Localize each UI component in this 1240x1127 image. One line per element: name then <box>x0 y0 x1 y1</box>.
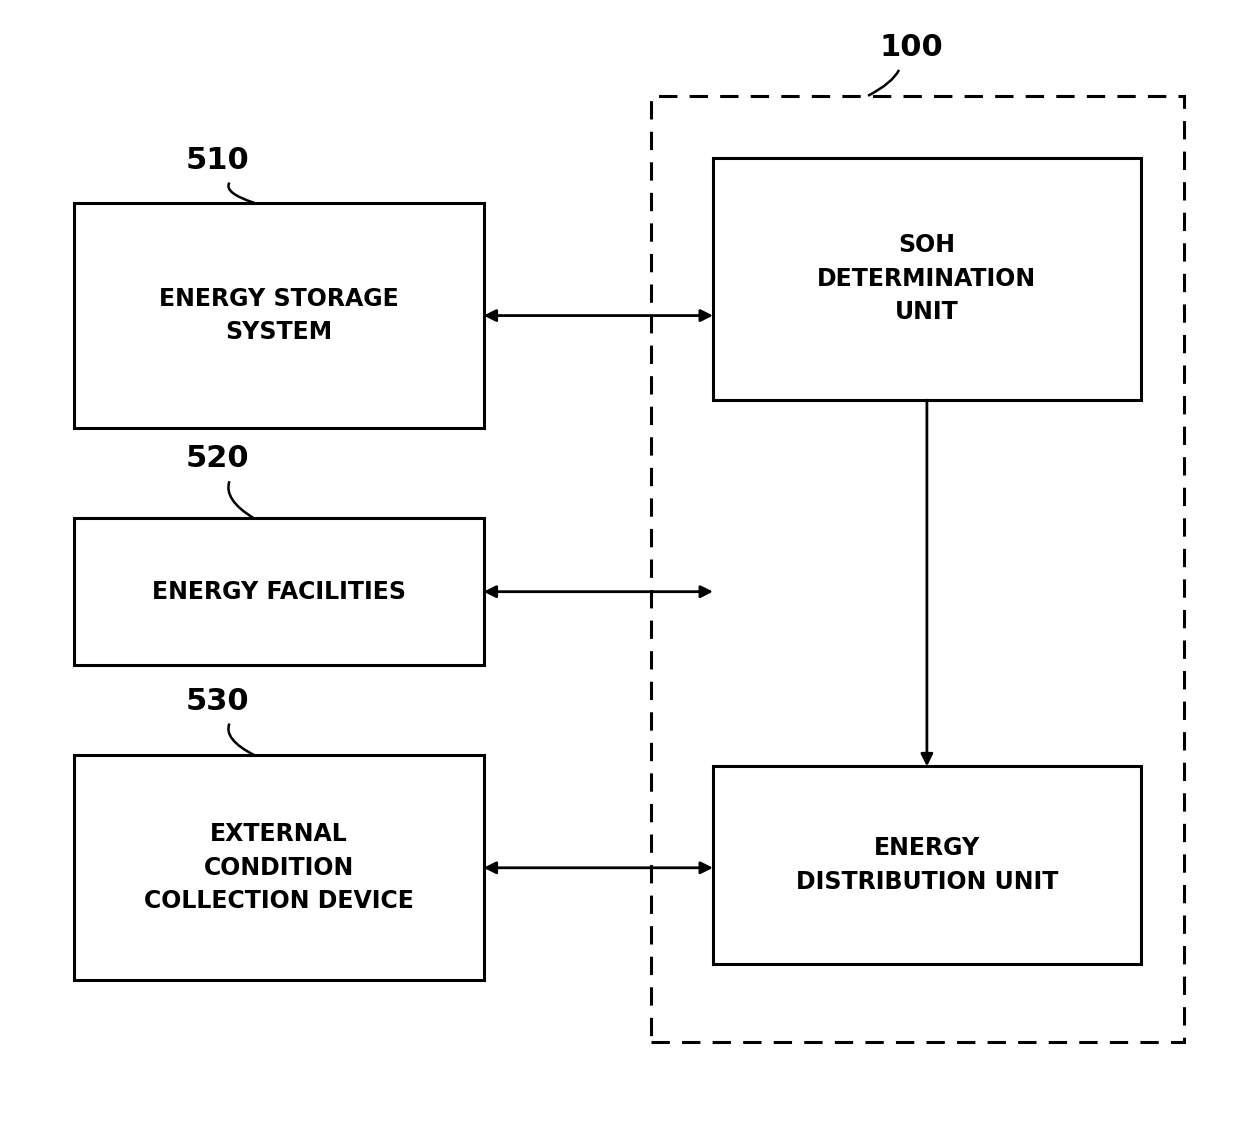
Text: 530: 530 <box>185 686 249 716</box>
Text: ENERGY
DISTRIBUTION UNIT: ENERGY DISTRIBUTION UNIT <box>796 836 1058 894</box>
Text: EXTERNAL
CONDITION
COLLECTION DEVICE: EXTERNAL CONDITION COLLECTION DEVICE <box>144 823 414 913</box>
Bar <box>74 518 484 665</box>
Bar <box>713 158 1141 400</box>
Text: ENERGY STORAGE
SYSTEM: ENERGY STORAGE SYSTEM <box>159 286 399 345</box>
Text: 510: 510 <box>185 145 249 175</box>
Bar <box>713 766 1141 964</box>
Bar <box>651 96 1184 1042</box>
Bar <box>74 755 484 980</box>
Text: SOH
DETERMINATION
UNIT: SOH DETERMINATION UNIT <box>817 233 1037 325</box>
Text: 520: 520 <box>185 444 249 473</box>
Bar <box>74 203 484 428</box>
Text: ENERGY FACILITIES: ENERGY FACILITIES <box>153 579 405 604</box>
Text: 100: 100 <box>879 33 944 62</box>
